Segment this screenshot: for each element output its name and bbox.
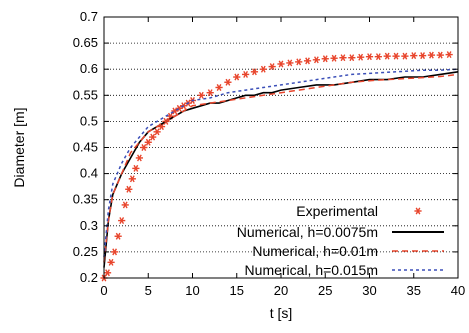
x-tick-label: 40 <box>451 283 465 298</box>
data-point <box>419 52 427 60</box>
legend-label: Numerical, h=0.01m <box>252 243 378 259</box>
data-point <box>277 60 285 68</box>
data-point <box>132 164 140 172</box>
data-point <box>215 84 223 91</box>
data-point <box>140 144 148 151</box>
x-tick-label: 15 <box>230 283 244 298</box>
y-axis-label: Diameter [m] <box>11 107 27 187</box>
data-point <box>128 175 136 183</box>
data-point <box>144 138 152 146</box>
x-tick-label: 5 <box>145 283 152 298</box>
series-2 <box>103 73 459 263</box>
data-point <box>436 51 444 59</box>
series-line <box>103 73 459 263</box>
y-tick-label: 0.7 <box>80 9 98 24</box>
data-point <box>410 52 418 60</box>
x-tick-label: 10 <box>185 283 199 298</box>
x-tick-label: 30 <box>362 283 376 298</box>
data-point <box>103 269 112 277</box>
data-point <box>149 133 157 141</box>
data-point <box>303 57 312 65</box>
data-point <box>330 54 338 62</box>
data-point <box>268 63 276 71</box>
data-point <box>365 53 374 61</box>
legend-label: Numerical, h=0.015m <box>245 262 378 278</box>
data-point <box>427 51 436 59</box>
data-point <box>401 52 409 60</box>
data-point <box>383 52 391 60</box>
x-axis-label: t [s] <box>270 305 293 321</box>
y-tick-label: 0.3 <box>80 218 98 233</box>
data-point <box>392 52 400 60</box>
axis-ticks: 0.2 0.25 0.3 0.35 0.4 0.45 0.5 0.55 0.6 0.65 0.7 0 5… <box>73 9 466 298</box>
data-point <box>135 154 143 162</box>
y-tick-label: 0.5 <box>80 113 98 128</box>
data-point <box>259 65 267 73</box>
y-tick-label: 0.25 <box>73 244 98 259</box>
data-point <box>374 53 382 61</box>
data-point <box>321 55 329 63</box>
plot-series <box>100 51 459 282</box>
data-point <box>250 68 259 76</box>
legend-label: Numerical, h=0.0075m <box>237 224 378 240</box>
data-point <box>125 185 133 193</box>
data-point <box>312 56 320 64</box>
x-tick-label: 25 <box>318 283 332 298</box>
data-point <box>357 53 365 61</box>
data-point <box>224 78 232 86</box>
y-tick-label: 0.55 <box>73 87 98 102</box>
data-point <box>233 73 241 81</box>
series-3 <box>103 68 459 258</box>
data-point <box>111 248 119 256</box>
legend-label: Experimental <box>296 203 378 219</box>
data-point <box>295 58 303 66</box>
grid-lines <box>104 42 458 253</box>
data-point <box>206 89 214 97</box>
data-point <box>118 217 126 225</box>
y-tick-label: 0.2 <box>80 270 98 285</box>
y-tick-label: 0.35 <box>73 192 98 207</box>
data-point <box>197 91 205 99</box>
data-point <box>339 54 347 62</box>
data-point <box>348 54 356 62</box>
x-tick-label: 20 <box>274 283 288 298</box>
y-tick-label: 0.65 <box>73 35 98 50</box>
y-tick-label: 0.4 <box>80 166 98 181</box>
data-point <box>121 201 129 209</box>
y-tick-label: 0.6 <box>80 61 98 76</box>
data-point <box>153 128 161 136</box>
x-tick-label: 0 <box>100 283 107 298</box>
y-tick-label: 0.45 <box>73 140 98 155</box>
data-point <box>445 51 453 59</box>
legend: Experimental Numerical, h=0.0075m Numerica… <box>237 203 444 278</box>
series-line <box>103 68 459 258</box>
data-point <box>286 59 294 67</box>
data-point <box>107 258 115 266</box>
legend-marker <box>414 207 422 215</box>
data-point <box>114 232 122 240</box>
data-point <box>242 70 250 78</box>
x-tick-label: 35 <box>407 283 421 298</box>
